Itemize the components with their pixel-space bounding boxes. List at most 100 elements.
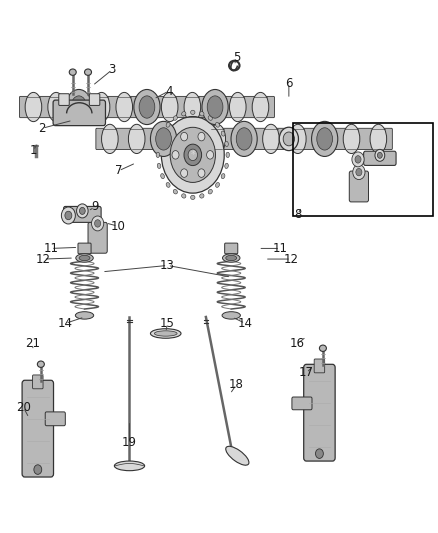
Circle shape <box>356 168 362 176</box>
Text: 13: 13 <box>160 259 175 272</box>
Ellipse shape <box>226 255 237 261</box>
FancyBboxPatch shape <box>45 412 65 426</box>
FancyBboxPatch shape <box>364 151 396 165</box>
Ellipse shape <box>231 122 257 157</box>
Circle shape <box>184 144 201 166</box>
Text: 11: 11 <box>43 242 58 255</box>
Ellipse shape <box>343 124 360 154</box>
Ellipse shape <box>226 152 230 158</box>
Ellipse shape <box>116 92 133 122</box>
Ellipse shape <box>85 69 92 75</box>
Ellipse shape <box>157 141 161 147</box>
FancyBboxPatch shape <box>225 243 238 254</box>
Ellipse shape <box>173 189 177 194</box>
FancyBboxPatch shape <box>64 206 101 222</box>
Ellipse shape <box>134 90 160 125</box>
Ellipse shape <box>161 174 164 179</box>
Ellipse shape <box>223 254 240 262</box>
FancyBboxPatch shape <box>19 96 275 118</box>
Ellipse shape <box>79 255 90 261</box>
Ellipse shape <box>102 124 118 154</box>
Text: 21: 21 <box>25 337 39 350</box>
Ellipse shape <box>76 254 93 262</box>
Ellipse shape <box>315 449 323 458</box>
Ellipse shape <box>182 124 199 154</box>
FancyBboxPatch shape <box>89 94 100 106</box>
Ellipse shape <box>208 116 212 120</box>
Ellipse shape <box>221 174 225 179</box>
Circle shape <box>79 207 85 214</box>
Text: 6: 6 <box>285 77 293 90</box>
Ellipse shape <box>71 96 87 118</box>
Text: 4: 4 <box>165 85 173 98</box>
FancyBboxPatch shape <box>78 243 91 254</box>
Text: 3: 3 <box>108 63 116 76</box>
Text: 14: 14 <box>238 317 253 330</box>
Text: 5: 5 <box>233 51 240 64</box>
Circle shape <box>161 117 224 193</box>
Ellipse shape <box>209 124 226 154</box>
Text: 10: 10 <box>110 220 125 232</box>
Ellipse shape <box>370 124 387 154</box>
Circle shape <box>170 127 215 182</box>
Circle shape <box>283 132 294 146</box>
Ellipse shape <box>221 131 225 136</box>
Ellipse shape <box>66 90 92 125</box>
Circle shape <box>180 169 187 177</box>
Ellipse shape <box>184 92 201 122</box>
Circle shape <box>353 165 365 180</box>
Circle shape <box>172 151 179 159</box>
FancyBboxPatch shape <box>59 94 69 106</box>
Ellipse shape <box>139 96 155 118</box>
Text: *: * <box>191 150 195 160</box>
FancyBboxPatch shape <box>88 222 107 253</box>
Ellipse shape <box>226 446 249 465</box>
Text: 1: 1 <box>30 144 37 157</box>
Text: 14: 14 <box>58 317 73 330</box>
FancyBboxPatch shape <box>53 100 106 126</box>
Ellipse shape <box>319 345 326 351</box>
Circle shape <box>180 132 187 141</box>
Circle shape <box>77 204 88 218</box>
Ellipse shape <box>207 96 223 118</box>
Ellipse shape <box>161 131 164 136</box>
Circle shape <box>65 211 72 220</box>
FancyBboxPatch shape <box>314 359 325 373</box>
Ellipse shape <box>37 361 44 367</box>
Ellipse shape <box>25 92 42 122</box>
Circle shape <box>378 152 382 158</box>
Ellipse shape <box>191 110 195 115</box>
Text: 2: 2 <box>39 122 46 135</box>
Ellipse shape <box>236 128 252 150</box>
Ellipse shape <box>166 123 170 127</box>
Ellipse shape <box>182 111 186 116</box>
Text: 9: 9 <box>91 200 98 213</box>
Ellipse shape <box>200 111 204 116</box>
Text: 20: 20 <box>16 401 31 414</box>
Ellipse shape <box>225 163 228 168</box>
Ellipse shape <box>215 123 219 127</box>
Ellipse shape <box>48 92 64 122</box>
Ellipse shape <box>157 163 161 168</box>
Ellipse shape <box>75 312 94 319</box>
Ellipse shape <box>93 92 110 122</box>
FancyBboxPatch shape <box>22 380 53 477</box>
FancyBboxPatch shape <box>349 171 368 202</box>
Text: 17: 17 <box>299 366 314 379</box>
FancyBboxPatch shape <box>304 365 335 461</box>
Ellipse shape <box>69 69 76 75</box>
FancyBboxPatch shape <box>96 128 392 150</box>
Ellipse shape <box>114 461 145 471</box>
Ellipse shape <box>150 122 177 157</box>
Ellipse shape <box>173 116 177 120</box>
FancyBboxPatch shape <box>292 397 312 410</box>
Circle shape <box>352 152 364 167</box>
Circle shape <box>92 216 104 231</box>
Ellipse shape <box>191 195 195 199</box>
Text: 7: 7 <box>115 164 122 177</box>
Ellipse shape <box>182 194 186 198</box>
Circle shape <box>375 149 385 161</box>
Ellipse shape <box>128 124 145 154</box>
Ellipse shape <box>317 128 332 150</box>
Circle shape <box>95 220 101 227</box>
